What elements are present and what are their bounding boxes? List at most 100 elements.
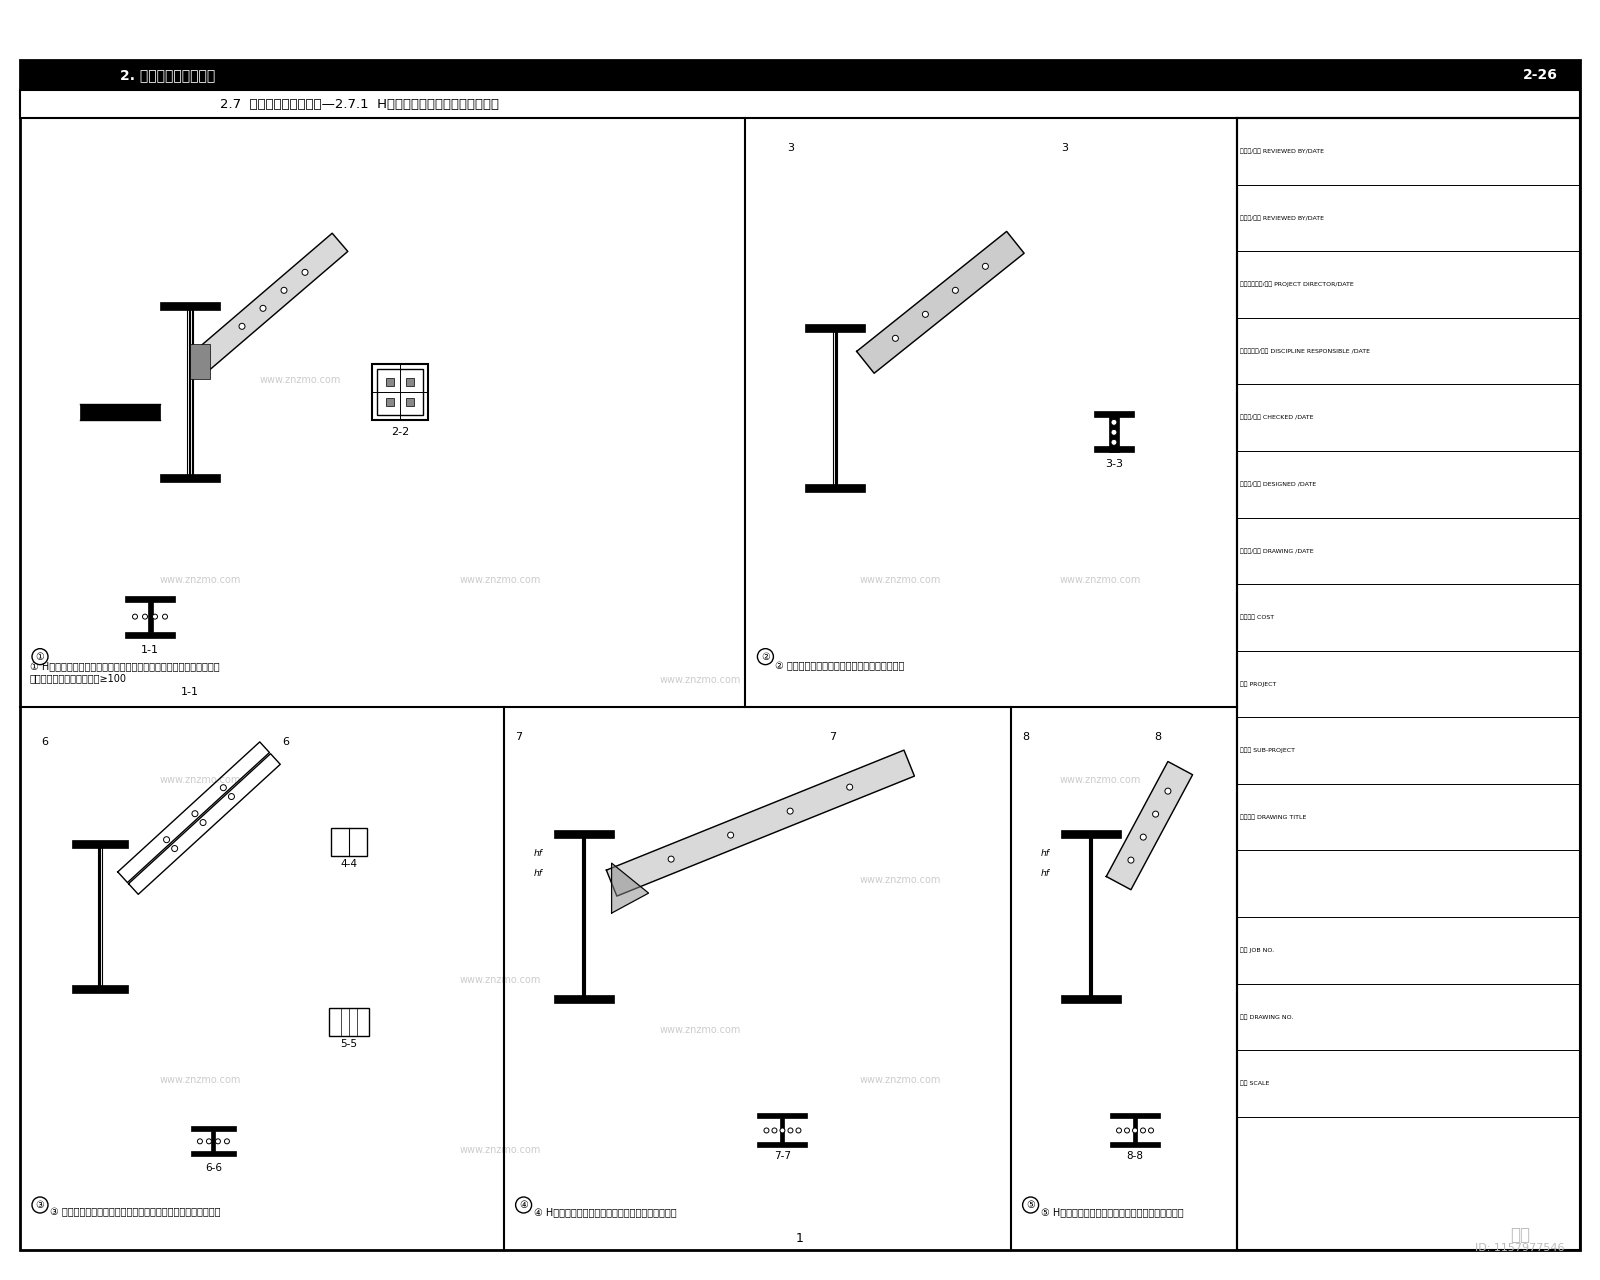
Text: 1-1: 1-1 [181, 686, 198, 696]
Text: www.znzmo.com: www.znzmo.com [459, 975, 541, 986]
Text: 顶角平角翻缘焊缝焊脚尺寸≥100: 顶角平角翻缘焊缝焊脚尺寸≥100 [30, 673, 126, 684]
Circle shape [32, 1197, 48, 1213]
Circle shape [133, 614, 138, 620]
Text: 审查人/日期 REVIEWED BY/DATE: 审查人/日期 REVIEWED BY/DATE [1240, 215, 1323, 220]
Circle shape [216, 1139, 221, 1144]
Bar [373, 365, 429, 420]
Bar [21, 90, 1581, 118]
Bar [805, 484, 866, 493]
Text: ④: ④ [520, 1201, 528, 1210]
Text: 规范级别 COST: 规范级别 COST [1240, 614, 1274, 621]
Text: 专业负责人/日期 DISCIPLINE RESPONSIBLE /DATE: 专业负责人/日期 DISCIPLINE RESPONSIBLE /DATE [1240, 348, 1370, 353]
Circle shape [763, 1128, 770, 1133]
Circle shape [669, 856, 674, 863]
Text: 8: 8 [1154, 732, 1162, 741]
Bar [1094, 411, 1134, 417]
Text: ① H型钢支撑顶端垂直于支撑平面与工字形断一型柱结构翼缘端板焊接: ① H型钢支撑顶端垂直于支撑平面与工字形断一型柱结构翼缘端板焊接 [30, 662, 219, 672]
Polygon shape [611, 863, 648, 913]
Circle shape [787, 808, 794, 814]
Text: 6: 6 [42, 737, 48, 746]
Bar [554, 831, 614, 838]
Bar [1061, 995, 1120, 1004]
Text: www.znzmo.com: www.znzmo.com [1059, 575, 1141, 585]
Circle shape [163, 837, 170, 842]
Circle shape [952, 287, 958, 293]
Text: hf: hf [534, 849, 542, 858]
Circle shape [1165, 788, 1171, 794]
Bar [330, 1007, 370, 1036]
Bar [192, 1151, 237, 1156]
Text: www.znzmo.com: www.znzmo.com [859, 575, 941, 585]
Text: www.znzmo.com: www.znzmo.com [459, 575, 541, 585]
Bar [190, 344, 210, 379]
Polygon shape [606, 750, 915, 896]
Text: 1-1: 1-1 [141, 645, 158, 654]
Bar [757, 1114, 808, 1119]
Text: 7-7: 7-7 [774, 1152, 790, 1161]
Text: hf: hf [1042, 849, 1050, 858]
Bar [1109, 412, 1118, 452]
Bar [21, 60, 1581, 90]
Text: ⑤: ⑤ [1026, 1201, 1035, 1210]
Text: 制图人/日期 DRAWING /DATE: 制图人/日期 DRAWING /DATE [1240, 548, 1314, 554]
Circle shape [1149, 1128, 1154, 1133]
Circle shape [221, 785, 226, 791]
Text: 5-5: 5-5 [341, 1039, 357, 1048]
Circle shape [1110, 439, 1117, 445]
Bar [1061, 831, 1120, 838]
Circle shape [515, 1197, 531, 1213]
Bar [149, 602, 154, 631]
Circle shape [728, 832, 734, 838]
Circle shape [893, 335, 899, 342]
Bar [211, 1132, 216, 1151]
Text: 设计人/日期 DESIGNED /DATE: 设计人/日期 DESIGNED /DATE [1240, 481, 1315, 486]
Circle shape [1128, 858, 1134, 863]
Bar [72, 986, 128, 993]
Text: hf: hf [534, 869, 542, 878]
Text: 图号 DRAWING NO.: 图号 DRAWING NO. [1240, 1014, 1293, 1020]
Text: 2.7  支撑与梁柱连接部分—2.7.1  H形柱梁与支撑的连接形式（二）: 2.7 支撑与梁柱连接部分—2.7.1 H形柱梁与支撑的连接形式（二） [221, 97, 499, 110]
Text: 图纸标题 DRAWING TITLE: 图纸标题 DRAWING TITLE [1240, 814, 1306, 820]
Circle shape [1133, 1128, 1138, 1133]
Text: www.znzmo.com: www.znzmo.com [659, 1025, 741, 1036]
Text: 子项目 SUB-PROJECT: 子项目 SUB-PROJECT [1240, 748, 1294, 754]
Text: ③: ③ [35, 1201, 45, 1210]
Bar [125, 595, 174, 602]
Text: www.znzmo.com: www.znzmo.com [259, 375, 341, 385]
Circle shape [224, 1139, 229, 1144]
Bar [1110, 1143, 1160, 1147]
Circle shape [1117, 1128, 1122, 1133]
Text: 3: 3 [1061, 143, 1069, 154]
Circle shape [197, 1139, 203, 1144]
Text: 比例 SCALE: 比例 SCALE [1240, 1080, 1269, 1087]
Bar [192, 1126, 237, 1132]
Circle shape [206, 1139, 211, 1144]
Polygon shape [856, 232, 1024, 374]
Text: www.znzmo.com: www.znzmo.com [659, 675, 741, 685]
Text: www.znzmo.com: www.znzmo.com [459, 1146, 541, 1155]
Circle shape [192, 810, 198, 817]
Circle shape [757, 649, 773, 664]
Circle shape [923, 311, 928, 317]
Bar [125, 631, 174, 637]
Text: 工号 JOB NO.: 工号 JOB NO. [1240, 947, 1274, 954]
Text: www.znzmo.com: www.znzmo.com [160, 575, 240, 585]
Text: 6: 6 [283, 737, 290, 746]
Text: www.znzmo.com: www.znzmo.com [160, 774, 240, 785]
Text: 6-6: 6-6 [205, 1164, 222, 1174]
Circle shape [200, 819, 206, 826]
Text: 审定人/日期 REVIEWED BY/DATE: 审定人/日期 REVIEWED BY/DATE [1240, 148, 1323, 154]
Bar [386, 398, 394, 406]
Text: ② 箱钢钢斜面支撑与工字形断一型柱的翼缘连接: ② 箱钢钢斜面支撑与工字形断一型柱的翼缘连接 [776, 662, 904, 672]
Bar [160, 475, 221, 483]
Text: hf: hf [1042, 869, 1050, 878]
Circle shape [163, 614, 168, 620]
Text: 知末: 知末 [1510, 1226, 1530, 1244]
Circle shape [1125, 1128, 1130, 1133]
Text: 2. 民用多高层建筑节点: 2. 民用多高层建筑节点 [120, 68, 216, 82]
Text: ID: 1157977546: ID: 1157977546 [1475, 1243, 1565, 1253]
Text: 3-3: 3-3 [1106, 460, 1123, 470]
Text: 4-4: 4-4 [341, 859, 357, 869]
Circle shape [1022, 1197, 1038, 1213]
Bar [1237, 118, 1581, 1251]
